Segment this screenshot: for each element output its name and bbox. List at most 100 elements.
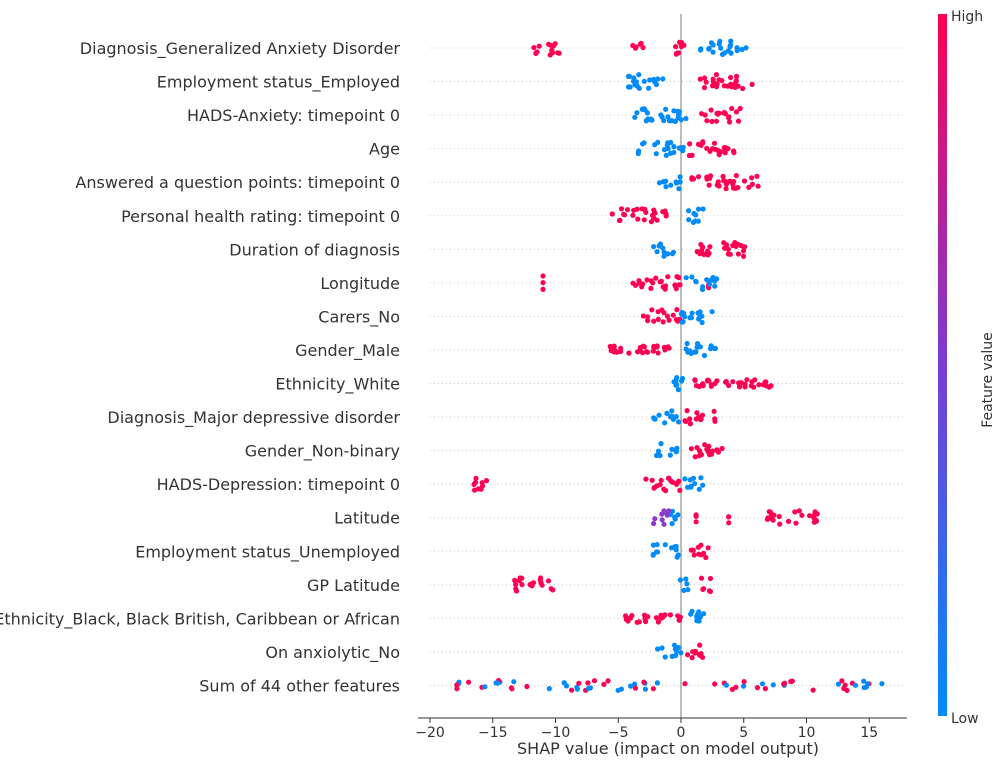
shap-point-high (630, 280, 636, 286)
shap-point-high (614, 349, 620, 355)
feature-label: On anxiolytic_No (265, 643, 400, 663)
shap-point-high (744, 377, 750, 383)
shap-point-high (740, 85, 746, 92)
shap-point-low (712, 283, 718, 289)
shap-point-low (759, 681, 766, 687)
shap-point-high (785, 518, 792, 525)
shap-point-high (722, 111, 728, 117)
shap-point-high (655, 316, 661, 322)
shap-point-low (666, 118, 673, 124)
shap-point-high (697, 76, 703, 82)
shap-point-high (651, 318, 657, 324)
shap-point-high (813, 517, 819, 524)
shap-point-low (706, 46, 712, 52)
shap-point-high (728, 74, 734, 81)
shap-point-low (654, 249, 660, 255)
feature-label: Carers_No (318, 307, 400, 327)
shap-point-high (687, 416, 693, 422)
shap-point-high (550, 50, 556, 56)
feature-label: Duration of diagnosis (229, 240, 400, 259)
shap-point-low (723, 682, 730, 688)
shap-point-high (707, 575, 714, 582)
shap-point-high (709, 83, 716, 89)
shap-point-high (734, 73, 740, 79)
shap-point-high (726, 114, 732, 120)
shap-point-low (706, 281, 713, 287)
shap-point-high (770, 517, 776, 523)
shap-point-high (648, 278, 655, 284)
shap-point-high (472, 479, 479, 485)
shap-point-high (648, 285, 654, 291)
shap-point-low (654, 542, 660, 548)
shap-point-high (755, 183, 761, 189)
x-tick-label: 5 (739, 725, 748, 741)
shap-point-low (663, 106, 669, 112)
shap-point-high (692, 377, 698, 383)
shap-point-high (749, 81, 755, 87)
shap-point-high (688, 446, 695, 452)
shap-point-low (641, 106, 647, 112)
shap-point-high (637, 41, 643, 47)
feature-label: Answered a question points: timepoint 0 (75, 173, 400, 192)
feature-label: Employment status_Employed (157, 73, 400, 93)
shap-point-high (799, 512, 805, 518)
shap-point-high (718, 149, 724, 155)
shap-point-low (699, 319, 705, 326)
shap-point-high (768, 509, 774, 515)
shap-point-high (754, 685, 761, 691)
shap-point-low (672, 514, 678, 520)
shap-point-high (591, 678, 598, 684)
shap-point-high (667, 612, 674, 618)
shap-point-high (643, 476, 649, 482)
shap-point-low (625, 84, 632, 90)
shap-point-high (661, 486, 667, 492)
shap-point-low (655, 448, 662, 454)
shap-point-low (647, 77, 653, 83)
shap-point-high (688, 547, 694, 553)
shap-point-high (777, 521, 783, 527)
shap-point-low (563, 683, 570, 689)
shap-point-high (796, 508, 802, 514)
shap-point-high (649, 477, 655, 483)
shap-point-high (637, 344, 644, 351)
shap-point-high (641, 679, 647, 685)
shap-point-low (661, 147, 668, 153)
shap-point-low (636, 72, 642, 78)
shap-point-low (685, 349, 691, 355)
shap-point-high (684, 408, 690, 414)
shap-point-mid (661, 521, 667, 527)
shap-point-low (671, 149, 677, 156)
shap-point-low (675, 552, 681, 558)
shap-point-high (609, 211, 615, 217)
shap-point-high (472, 487, 478, 493)
shap-point-high (665, 274, 671, 280)
shap-point-low (654, 680, 661, 686)
shap-point-high (696, 651, 702, 657)
shap-point-low (676, 186, 682, 192)
shap-point-high (670, 312, 676, 318)
shap-point-high (682, 681, 688, 687)
shap-point-high (708, 107, 714, 113)
shap-point-low (683, 275, 689, 281)
shap-point-high (842, 682, 848, 688)
shap-point-low (687, 477, 693, 483)
x-axis-ticks: −20 −15 −10 −5 0 5 10 15 (415, 718, 878, 741)
x-tick-label: −10 (541, 725, 571, 741)
shap-point-low (700, 482, 706, 488)
shap-point-high (733, 173, 739, 179)
shap-point-low (494, 680, 501, 686)
shap-point-high (693, 519, 699, 525)
shap-point-high (677, 282, 683, 288)
shap-point-low (675, 387, 682, 393)
shap-point-high (726, 514, 732, 520)
shap-point-high (651, 345, 657, 351)
shap-point-low (719, 51, 726, 58)
shap-point-high (699, 412, 706, 418)
shap-point-low (712, 345, 719, 351)
shap-point-high (725, 83, 731, 89)
shap-point-low (678, 311, 685, 317)
shap-point-low (696, 609, 702, 615)
feature-label: Gender_Male (295, 341, 400, 361)
shap-point-high (704, 118, 710, 124)
feature-label: Latitude (334, 509, 400, 528)
